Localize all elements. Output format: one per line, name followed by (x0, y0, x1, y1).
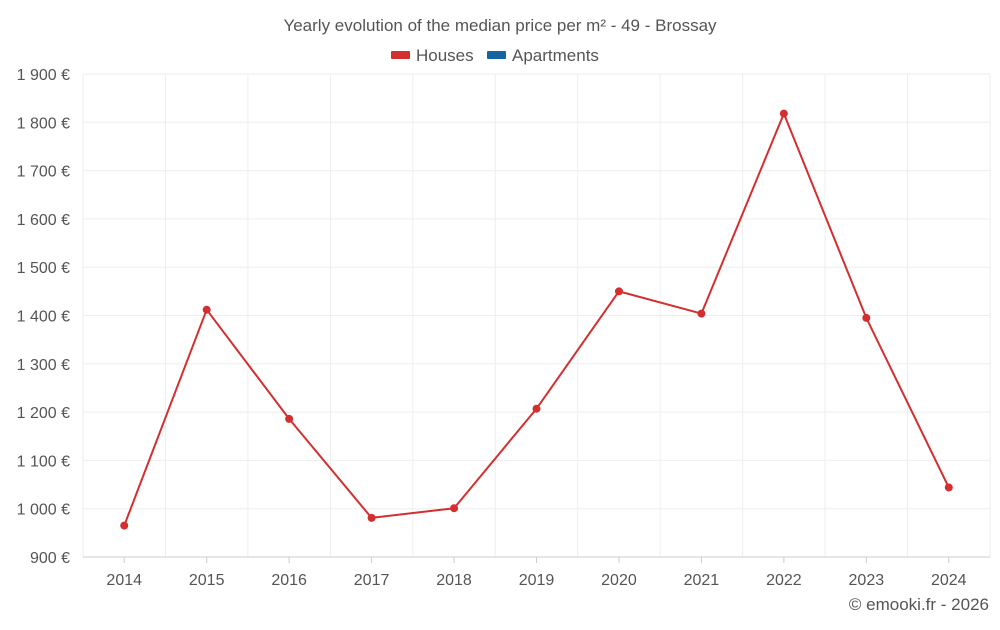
y-tick-label: 1 000 € (17, 502, 70, 519)
legend-label-apartments: Apartments (512, 46, 599, 65)
data-point-houses-2014[interactable] (120, 521, 129, 530)
data-point-houses-2017[interactable] (367, 513, 376, 522)
x-tick-label: 2020 (601, 572, 637, 589)
y-tick-label: 1 600 € (17, 212, 70, 229)
data-point-houses-2021[interactable] (697, 309, 706, 318)
data-point-houses-2018[interactable] (450, 504, 459, 513)
legend-item-houses[interactable]: Houses (391, 46, 474, 65)
x-tick-label: 2022 (766, 572, 802, 589)
y-tick-label: 1 700 € (17, 164, 70, 181)
legend-swatch-apartments (487, 51, 506, 59)
series (120, 109, 953, 530)
data-point-houses-2016[interactable] (285, 414, 294, 423)
legend-item-apartments[interactable]: Apartments (487, 46, 599, 65)
x-tick-label: 2021 (684, 572, 720, 589)
x-tick-label: 2023 (849, 572, 885, 589)
x-tick-label: 2024 (931, 572, 967, 589)
data-point-houses-2019[interactable] (532, 404, 541, 413)
legend-label-houses: Houses (416, 46, 474, 65)
data-point-houses-2015[interactable] (202, 305, 211, 314)
y-tick-label: 1 100 € (17, 453, 70, 470)
y-tick-label: 1 200 € (17, 405, 70, 422)
x-tick-label: 2014 (106, 572, 142, 589)
data-point-houses-2023[interactable] (862, 313, 871, 322)
y-tick-label: 1 500 € (17, 260, 70, 277)
x-tick-label: 2018 (436, 572, 472, 589)
data-point-houses-2020[interactable] (614, 287, 623, 296)
credit-text: © emooki.fr - 2026 (849, 595, 989, 614)
y-tick-label: 1 900 € (17, 67, 70, 84)
axes: 900 € 1 000 € 1 100 € 1 200 € 1 300 € 1 400 €… (17, 67, 990, 589)
y-tick-label: 900 € (30, 550, 70, 567)
legend-swatch-houses (391, 51, 410, 59)
chart-title: Yearly evolution of the median price per… (283, 16, 717, 35)
y-tick-label: 1 800 € (17, 115, 70, 132)
grid (82, 73, 991, 558)
legend: Houses Apartments (391, 46, 599, 65)
x-tick-label: 2016 (271, 572, 307, 589)
x-tick-label: 2015 (189, 572, 225, 589)
data-point-houses-2022[interactable] (779, 109, 788, 118)
y-tick-label: 1 300 € (17, 357, 70, 374)
x-tick-label: 2019 (519, 572, 555, 589)
y-tick-label: 1 400 € (17, 309, 70, 326)
x-tick-label: 2017 (354, 572, 390, 589)
data-point-houses-2024[interactable] (944, 483, 953, 492)
